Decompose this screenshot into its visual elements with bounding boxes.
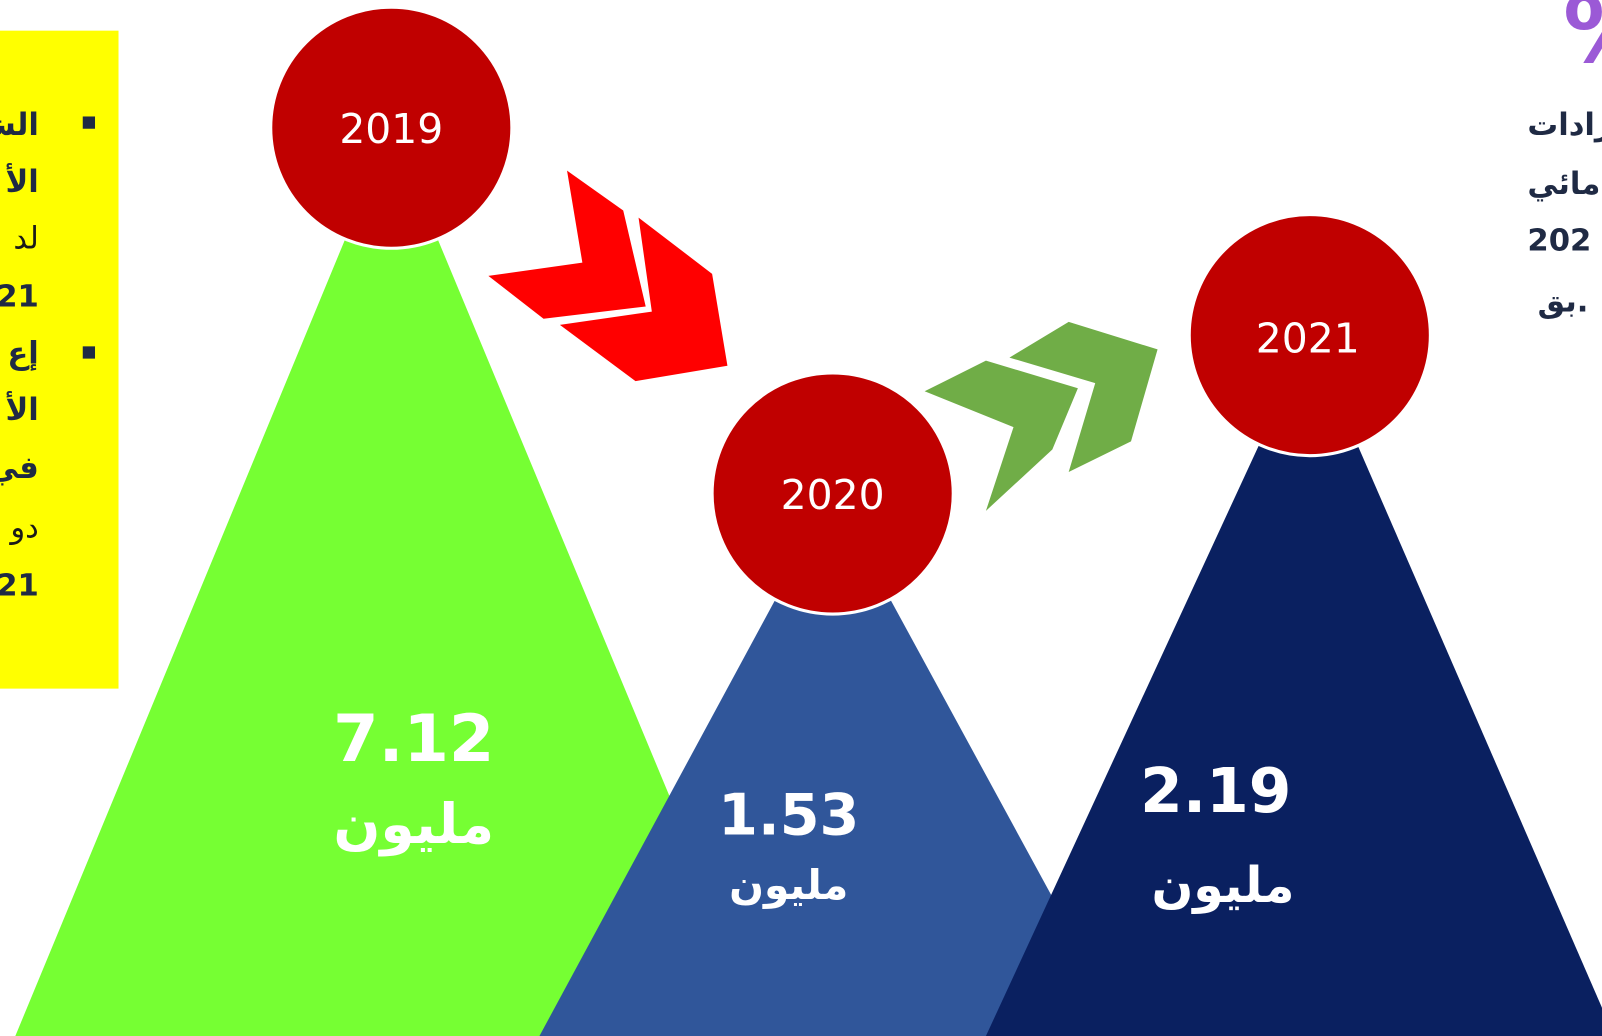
value: 1.53 bbox=[718, 783, 859, 849]
text-fragment: إع bbox=[7, 337, 38, 372]
text-fragment: بق. bbox=[1538, 285, 1589, 320]
chevron-down bbox=[488, 170, 646, 319]
text-fragment: 202 bbox=[1527, 223, 1591, 258]
text-fragment: لد bbox=[13, 221, 38, 256]
year-circle bbox=[1187, 213, 1432, 458]
text-fragment: 21 bbox=[0, 280, 39, 315]
triangle-2021 bbox=[985, 335, 1602, 1036]
unit: مليون bbox=[1151, 856, 1294, 914]
text-fragment: مائي bbox=[1527, 167, 1600, 202]
chevron-up bbox=[1009, 321, 1158, 473]
year-label: 2020 bbox=[781, 471, 885, 519]
year-circle bbox=[710, 371, 955, 616]
unit: مليون bbox=[729, 861, 848, 909]
triangle-2020 bbox=[539, 493, 1128, 1036]
unit: مليون bbox=[333, 793, 494, 857]
text-fragment: في bbox=[0, 451, 39, 486]
year-circle bbox=[269, 5, 514, 250]
triangle-2019 bbox=[15, 127, 770, 1036]
chevron-up bbox=[924, 360, 1078, 511]
text-fragment: دو bbox=[8, 510, 38, 545]
bullet bbox=[82, 346, 96, 359]
bullet bbox=[82, 116, 96, 129]
text-fragment: رادات bbox=[1527, 108, 1602, 143]
text-fragment: 21 bbox=[0, 569, 39, 604]
year-label: 2019 bbox=[339, 105, 443, 153]
text-fragment: الش bbox=[0, 108, 39, 143]
year-label: 2021 bbox=[1256, 314, 1360, 362]
percent-symbol: % bbox=[1563, 0, 1602, 83]
text-fragment: الأ bbox=[5, 391, 38, 428]
text-fragment: الأ bbox=[5, 163, 38, 200]
chevron-down bbox=[559, 217, 728, 382]
value: 2.19 bbox=[1140, 756, 1291, 827]
yellow-panel bbox=[0, 30, 119, 689]
value: 7.12 bbox=[333, 701, 494, 777]
